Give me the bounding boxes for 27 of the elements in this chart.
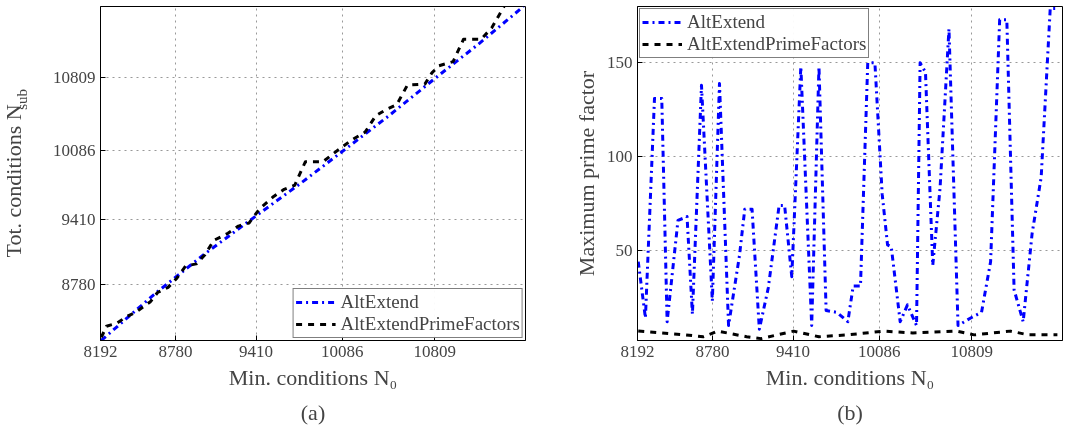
legend-label: AltExtend <box>687 11 766 33</box>
legend-label: AltExtend <box>340 291 419 313</box>
x-tick-label: 10086 <box>321 341 364 361</box>
legend-label: AltExtendPrimeFactors <box>340 313 520 335</box>
x-tick-label: 8192 <box>83 341 118 361</box>
text: (b) <box>837 399 863 425</box>
y-axis-title: Maximum prime factor <box>574 70 599 277</box>
x-tick-label: 8192 <box>620 341 655 361</box>
y-tick-label: 100 <box>607 147 633 167</box>
x-axis-title: Min. conditions N₀ <box>228 364 398 390</box>
y-tick-label: 10809 <box>53 67 96 87</box>
y-tick-label: 9410 <box>61 210 96 230</box>
y-axis-title: Tot. conditions Nsub <box>0 88 30 258</box>
y-tick-label: 150 <box>607 53 633 73</box>
x-tick-label: 10086 <box>858 341 901 361</box>
x-tick-label: 8780 <box>158 341 193 361</box>
text: (a) <box>300 399 326 425</box>
x-tick-label: 9410 <box>776 341 811 361</box>
x-tick-label: 10809 <box>413 341 456 361</box>
legend-label: AltExtendPrimeFactors <box>687 33 867 55</box>
x-tick-label: 8780 <box>695 341 730 361</box>
y-tick-label: 50 <box>615 240 633 260</box>
x-tick-label: 10809 <box>950 341 993 361</box>
x-tick-label: 9410 <box>239 341 274 361</box>
y-tick-label: 10086 <box>53 141 96 161</box>
x-axis-title: Min. conditions N₀ <box>765 364 935 390</box>
y-tick-label: 8780 <box>61 274 96 294</box>
